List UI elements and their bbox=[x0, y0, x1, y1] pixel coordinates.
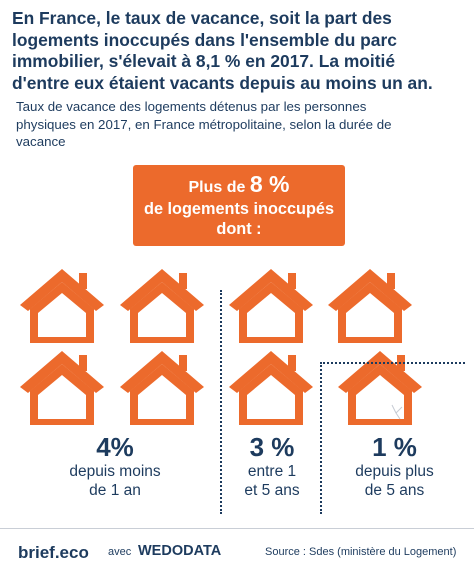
house-icon bbox=[14, 347, 110, 429]
headline-line: En France, le taux de vacance, soit la p… bbox=[12, 8, 392, 28]
banner-line-1: Plus de 8 % bbox=[133, 171, 345, 198]
stat-over-5-years: 1 % depuis plus de 5 ans bbox=[322, 432, 467, 500]
subtitle-line: physiques en 2017, en France métropolita… bbox=[16, 116, 392, 132]
banner-value: 8 % bbox=[249, 171, 290, 197]
stat-desc: de 1 an bbox=[89, 482, 141, 499]
dotted-divider bbox=[320, 362, 465, 364]
house-icon bbox=[14, 265, 110, 347]
banner-line-3: dont : bbox=[216, 220, 262, 238]
partner-logo: WEDODATA bbox=[138, 543, 222, 559]
house-icon bbox=[322, 265, 418, 347]
banner-prefix: Plus de bbox=[188, 179, 250, 196]
stat-desc: entre 1 bbox=[247, 463, 297, 480]
stat-desc: et 5 ans bbox=[244, 482, 300, 499]
source-note: Source : Sdes (ministère du Logement) bbox=[265, 546, 457, 558]
house-icon bbox=[114, 347, 210, 429]
with-label: avec bbox=[108, 546, 132, 558]
house-icon bbox=[114, 265, 210, 347]
stat-desc: depuis moins bbox=[69, 463, 161, 480]
stat-desc: de 5 ans bbox=[364, 482, 425, 499]
house-icon bbox=[223, 347, 319, 429]
stat-desc: depuis plus bbox=[355, 463, 434, 480]
dotted-divider bbox=[220, 290, 222, 514]
headline-line: immobilier, s'élevait à 8,1 % en 2017. L… bbox=[12, 51, 396, 71]
headline-line: logements inoccupés dans l'ensemble du p… bbox=[12, 29, 397, 50]
dotted-divider bbox=[320, 362, 322, 514]
headline: En France, le taux de vacance, soit la p… bbox=[12, 8, 467, 94]
subtitle-line: vacance bbox=[16, 134, 66, 149]
stat-value: 1 % bbox=[372, 432, 417, 462]
house-icon bbox=[223, 265, 319, 347]
banner-line-2: de logements inoccupés bbox=[144, 200, 334, 218]
cobweb-house-icon bbox=[332, 347, 428, 429]
subtitle: Taux de vacance des logements détenus pa… bbox=[16, 98, 456, 151]
stat-under-1-year: 4% depuis moins de 1 an bbox=[40, 432, 190, 500]
stat-value: 4% bbox=[96, 432, 134, 462]
stat-1-to-5-years: 3 % entre 1 et 5 ans bbox=[222, 432, 322, 500]
summary-banner: Plus de 8 % de logements inoccupés dont … bbox=[133, 165, 345, 246]
subtitle-line: Taux de vacance des logements détenus pa… bbox=[16, 99, 367, 114]
brand-logo: brief.eco bbox=[18, 543, 89, 562]
stat-value: 3 % bbox=[249, 432, 295, 462]
footer-divider bbox=[0, 528, 474, 529]
headline-line: d'entre eux étaient vacants depuis au mo… bbox=[12, 72, 433, 93]
